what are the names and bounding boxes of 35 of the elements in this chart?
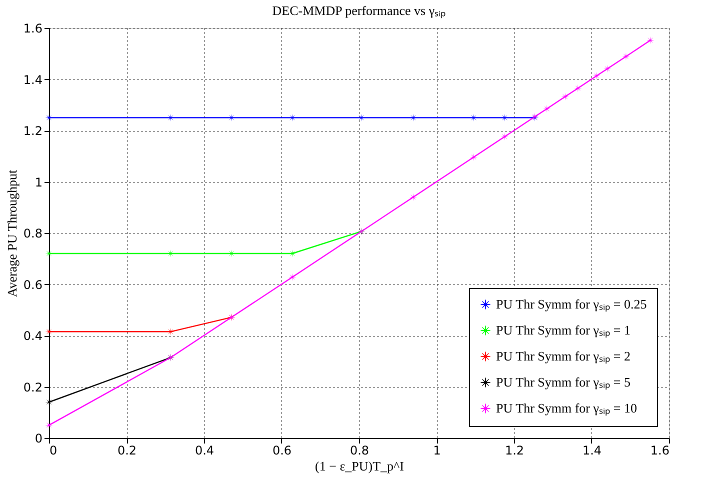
y-tick-label: 1.6 — [23, 22, 42, 36]
x-tick-label: 0.8 — [350, 444, 370, 458]
y-tick-label: 1 — [34, 175, 42, 190]
x-tick-label: 0.4 — [194, 444, 214, 458]
y-tick-label: 0.2 — [23, 380, 42, 394]
point — [543, 104, 551, 113]
y-tick-label: 0.8 — [23, 226, 42, 240]
point — [288, 273, 296, 281]
x-tick-label: 0.2 — [117, 444, 137, 458]
y-tick-label: 0.6 — [23, 278, 42, 292]
legend-label: PU Thr Symm for γₛᵢₚ = 1 — [496, 322, 630, 338]
y-tick-label: 0 — [34, 432, 42, 446]
point — [604, 64, 612, 73]
x-tick-label: 0 — [50, 444, 58, 458]
point — [409, 193, 418, 201]
y-axis-title: Average PU Throughput — [4, 169, 20, 298]
x-tick-label: 1.6 — [650, 444, 670, 458]
point — [500, 132, 509, 141]
x-axis-title: (1 − ε_PU)T_p^I — [315, 458, 404, 474]
y-tick-label: 0.4 — [23, 329, 42, 343]
y-tick-label: 1.2 — [23, 124, 42, 138]
point — [470, 153, 478, 162]
chart-title: DEC-MMDP performance vs γₛᵢₚ — [272, 3, 446, 19]
point — [574, 84, 582, 92]
x-tick-label: 0.6 — [272, 444, 292, 458]
point — [561, 92, 570, 101]
legend-label: PU Thr Symm for γₛᵢₚ = 2 — [496, 348, 630, 364]
legend-label: PU Thr Symm for γₛᵢₚ = 0.25 — [496, 296, 647, 312]
legend-label: PU Thr Symm for γₛᵢₚ = 10 — [496, 400, 637, 416]
x-tick-label: 1.4 — [582, 444, 602, 458]
y-tick-label: 1.4 — [23, 72, 42, 87]
point — [646, 36, 654, 44]
legend-label: PU Thr Symm for γₛᵢₚ = 5 — [496, 374, 630, 390]
x-tick-label: 1.2 — [504, 444, 524, 458]
x-tick-label: 1 — [433, 444, 441, 458]
